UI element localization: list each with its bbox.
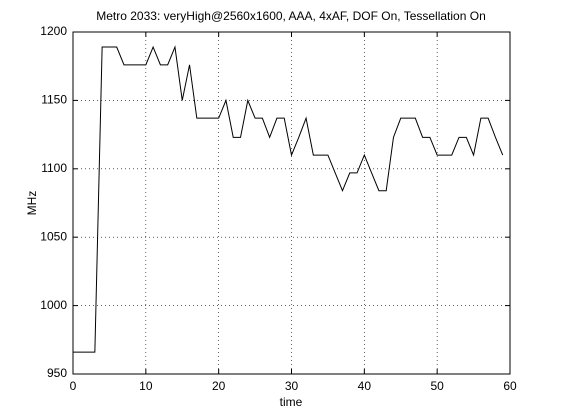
x-tick-label: 40 [358, 379, 372, 393]
y-tick-label: 950 [47, 366, 67, 380]
x-tick-label: 30 [285, 379, 299, 393]
x-tick-label: 10 [139, 379, 153, 393]
x-axis-label: time [280, 395, 303, 409]
x-tick-label: 60 [503, 379, 517, 393]
chart-title: Metro 2033: veryHigh@2560x1600, AAA, 4xA… [96, 9, 486, 23]
y-tick-label: 1100 [41, 161, 67, 175]
y-tick-label: 1150 [41, 93, 67, 107]
y-tick-label: 1200 [40, 24, 67, 38]
y-axis-label: MHz [25, 191, 39, 216]
x-tick-label: 0 [70, 379, 77, 393]
x-tick-label: 20 [212, 379, 226, 393]
data-line [73, 45, 504, 353]
plot-frame [72, 31, 511, 375]
y-tick-label: 1050 [40, 229, 67, 243]
x-tick-label: 50 [430, 379, 444, 393]
y-tick-label: 1000 [40, 298, 67, 312]
